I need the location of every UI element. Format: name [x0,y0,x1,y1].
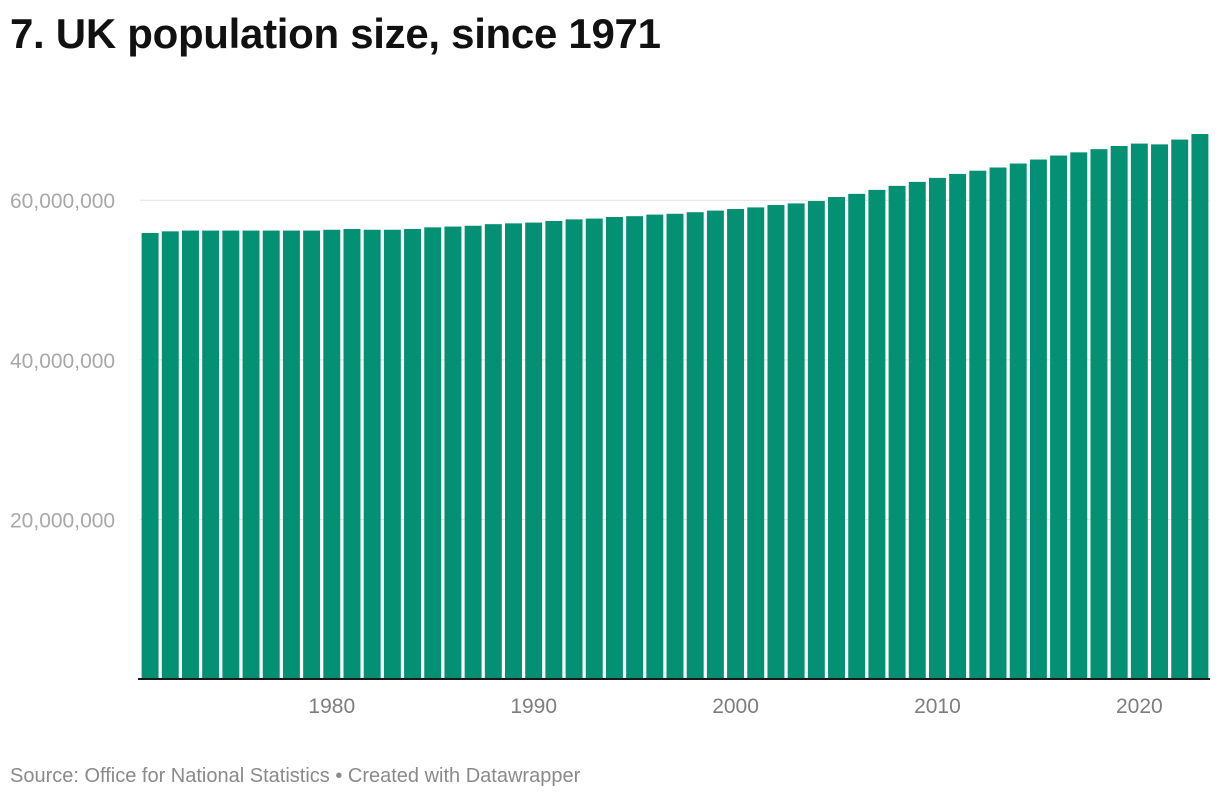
footer-separator: • [329,765,348,787]
bar-1983 [383,229,401,679]
bar-2005 [828,197,845,679]
bar-2011 [949,173,967,679]
bar-1993 [585,218,603,680]
bar-2008 [888,185,906,679]
bar-1997 [666,213,684,679]
bar-1986 [444,226,462,679]
y-tick-label: 60,000,000 [10,190,115,213]
bar-1973 [181,230,199,679]
bar-2012 [969,170,987,680]
bar-2014 [1009,163,1027,679]
bar-1996 [646,214,664,680]
bar-1991 [545,220,563,680]
source-text: Source: Office for National Statistics [10,765,330,787]
bar-2023 [1191,134,1209,679]
chart-title: 7. UK population size, since 1971 [10,10,661,57]
x-tick-label: 2020 [1116,695,1163,718]
bar-2010 [928,177,946,679]
bar-1975 [222,230,240,679]
bar-2007 [868,189,886,680]
bar-2009 [908,181,926,679]
bar-1985 [424,227,442,679]
bar-1980 [323,229,341,679]
bar-1994 [605,216,623,679]
bar-1990 [525,222,543,679]
bar-2017 [1070,152,1088,680]
y-tick-label: 20,000,000 [10,509,115,532]
bar-2000 [727,209,745,679]
bar-1984 [404,228,422,680]
bar-1992 [565,219,583,679]
x-tick-label: 1990 [510,695,557,718]
bar-1974 [202,230,220,679]
bar-2020 [1130,143,1148,679]
bar-1988 [484,224,502,679]
bar-2021 [1151,144,1169,679]
footer: Source: Office for National Statistics •… [10,765,580,788]
x-tick-label: 1980 [308,695,355,718]
bar-1998 [686,212,704,679]
bar-1989 [505,223,522,679]
bar-1977 [262,230,280,679]
bar-2013 [989,167,1007,679]
y-tick-label: 40,000,000 [10,350,115,373]
bar-1999 [706,210,724,680]
bar-1978 [282,230,300,679]
bar-2001 [747,207,765,679]
bar-1979 [303,230,321,679]
bar-2006 [848,193,866,680]
bar-2003 [787,203,805,679]
bar-1971 [141,232,159,679]
bar-2016 [1050,155,1068,679]
x-tick-label: 2000 [712,695,759,718]
bar-1987 [464,225,482,679]
bar-1972 [161,231,179,680]
bar-2018 [1090,149,1108,679]
bar-1981 [343,228,361,680]
bar-2022 [1171,139,1189,680]
bar-2019 [1110,145,1128,680]
bar-1976 [242,230,260,679]
bar-2015 [1029,159,1047,679]
credit-text: Created with Datawrapper [347,765,581,787]
bar-2004 [807,201,825,679]
bar-1995 [626,216,644,679]
bar-2002 [767,205,785,679]
bar-1982 [363,229,381,679]
x-tick-label: 2010 [914,695,961,718]
